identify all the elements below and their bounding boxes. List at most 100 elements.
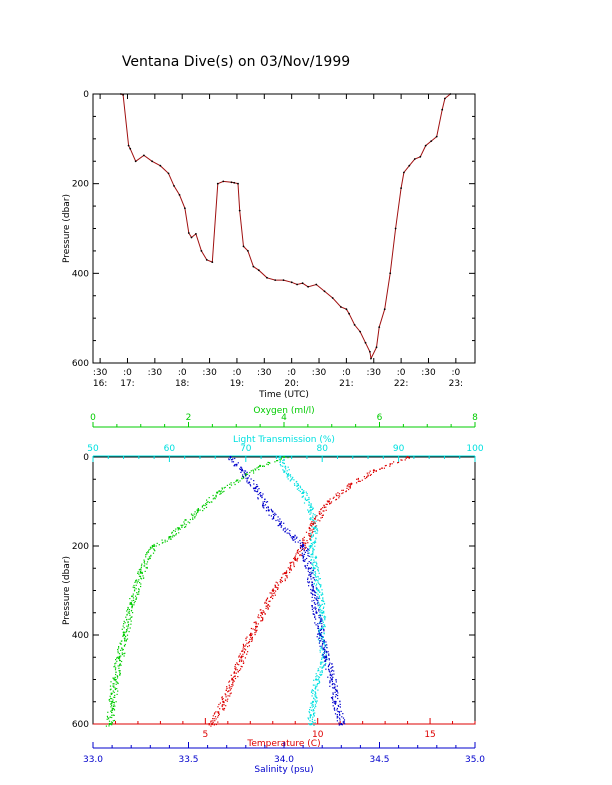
temperature-sample: [223, 704, 225, 706]
temperature-sample: [404, 459, 406, 461]
oxygen-sample: [129, 614, 131, 616]
oxygen-sample: [117, 657, 119, 660]
temperature-sample: [305, 546, 307, 548]
x-tick-hour-label: 19:: [230, 379, 244, 389]
temperature-sample: [309, 538, 311, 540]
temperature-sample: [308, 532, 310, 535]
temperature-sample: [290, 565, 292, 567]
transmission-sample: [314, 692, 317, 694]
y-tick-label: 200: [72, 542, 89, 552]
temperature-sample: [244, 657, 246, 659]
temperature-sample: [405, 457, 407, 459]
temperature-sample: [238, 655, 240, 657]
transmission-sample: [312, 567, 314, 569]
salinity-sample: [236, 463, 238, 465]
depth-point: [178, 194, 181, 196]
depth-point: [296, 283, 298, 286]
transmission-sample: [311, 570, 313, 572]
temperature-sample: [265, 605, 267, 607]
transmission-sample: [287, 475, 289, 477]
oxygen-point: [177, 527, 180, 530]
salinity-sample: [257, 489, 259, 491]
oxygen-sample: [141, 571, 143, 573]
salinity-sample: [307, 578, 309, 581]
salinity-sample: [307, 550, 309, 552]
transmission-sample: [315, 693, 317, 695]
salinity-sample: [235, 463, 237, 465]
transmission-sample: [317, 639, 319, 641]
depth-point: [413, 158, 416, 160]
oxygen-sample: [114, 676, 116, 678]
salinity-sample: [315, 610, 317, 612]
salinity-sample: [247, 477, 249, 480]
salinity-sample: [234, 464, 236, 466]
transmission-sample: [317, 530, 319, 532]
temperature-sample: [267, 606, 269, 608]
temperature-sample: [241, 650, 243, 652]
salinity-sample: [302, 556, 304, 558]
temperature-sample: [236, 669, 238, 671]
x-tick-hour-label: 23:: [449, 379, 463, 389]
depth-point: [143, 154, 145, 157]
salinity-sample: [326, 658, 328, 660]
transmission-sample: [319, 584, 321, 586]
transmission-sample: [301, 492, 303, 494]
salinity-sample: [273, 518, 275, 520]
transmission-sample: [308, 511, 310, 513]
oxygen-sample: [161, 542, 163, 544]
temperature-sample: [274, 594, 276, 596]
temperature-sample: [275, 590, 277, 592]
oxygen-sample: [131, 607, 133, 609]
depth-point: [195, 233, 197, 235]
temperature-sample: [379, 468, 381, 470]
depth-point: [200, 250, 203, 252]
oxygen-sample: [148, 549, 150, 551]
temperature-sample: [240, 665, 242, 667]
transmission-sample: [323, 632, 325, 634]
temperature-sample: [245, 637, 247, 639]
salinity-sample: [326, 647, 328, 649]
temperature-sample: [299, 551, 301, 553]
temperature-sample: [319, 513, 321, 515]
oxygen-sample: [115, 671, 117, 673]
temperature-sample: [294, 556, 296, 558]
oxygen-sample: [133, 584, 135, 587]
salinity-sample: [330, 667, 332, 669]
x-tick-label: :30: [257, 368, 272, 378]
oxygen-sample: [146, 566, 148, 569]
transmission-sample: [283, 462, 285, 464]
temperature-sample: [326, 503, 328, 505]
transmission-sample: [317, 579, 319, 582]
temperature-sample: [254, 621, 256, 623]
transmission-sample: [322, 600, 324, 602]
temperature-sample: [260, 615, 262, 617]
oxygen-sample: [121, 649, 124, 651]
depth-trace-line: [120, 93, 451, 361]
depth-point: [301, 282, 304, 285]
transmission-sample: [279, 461, 281, 463]
temperature-tick-label: 15: [424, 730, 435, 740]
salinity-sample: [313, 607, 315, 609]
temperature-sample: [359, 480, 361, 482]
temperature-sample: [270, 596, 272, 598]
salinity-sample: [313, 577, 315, 579]
temperature-sample: [304, 547, 307, 549]
salinity-sample: [311, 600, 313, 602]
oxygen-sample: [166, 540, 168, 542]
temperature-sample: [217, 711, 219, 713]
salinity-sample: [328, 670, 330, 672]
transmission-sample: [323, 643, 325, 645]
transmission-sample: [314, 526, 317, 529]
transmission-sample: [315, 520, 317, 522]
transmission-sample: [316, 589, 318, 591]
oxygen-sample: [119, 660, 121, 662]
salinity-sample: [316, 596, 318, 598]
oxygen-sample: [140, 567, 142, 569]
depth-point: [257, 269, 260, 272]
oxygen-sample: [122, 648, 124, 651]
salinity-sample: [249, 484, 251, 486]
oxygen-sample: [187, 521, 189, 523]
temperature-sample: [320, 509, 322, 511]
salinity-sample: [308, 572, 311, 574]
transmission-sample: [283, 459, 285, 461]
